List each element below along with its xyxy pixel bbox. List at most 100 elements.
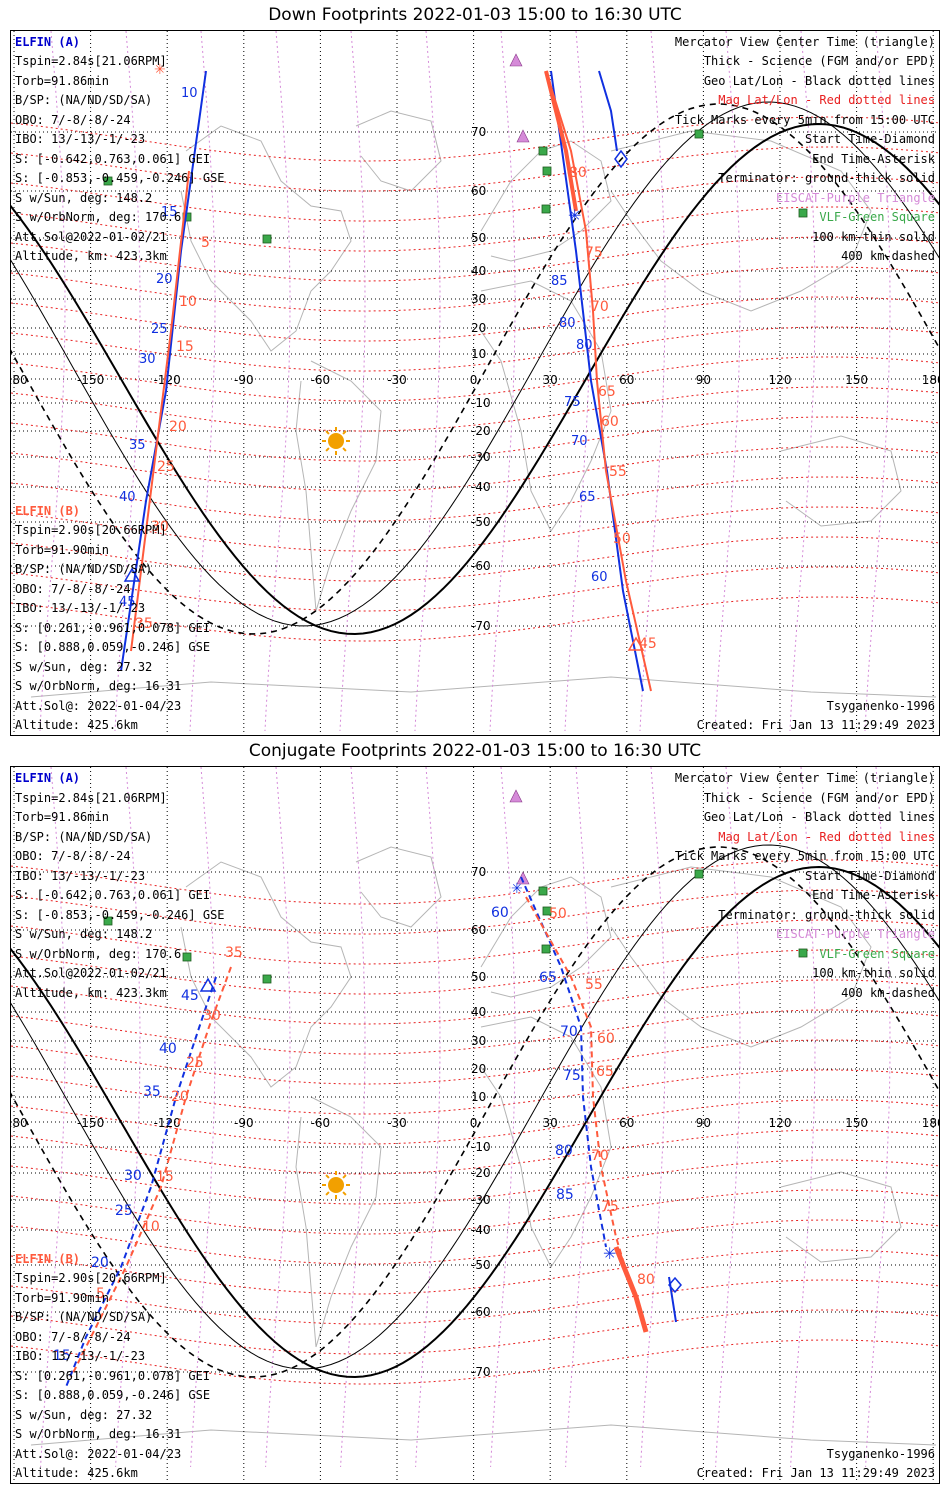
mag-meridian: [714, 31, 741, 732]
elfin-b-heading: ELFIN (B): [15, 504, 81, 518]
mag-meridian: [264, 31, 291, 732]
vlf-square: [262, 974, 272, 984]
mag-parallel: [11, 566, 939, 612]
elfin-a-tick-label: 45: [119, 595, 136, 610]
mag-meridian: [489, 31, 516, 732]
sun-ray: [342, 447, 347, 452]
elfin-a-track-west: [120, 70, 207, 672]
elfin-a-tick-label: 85: [556, 1187, 574, 1203]
mag-parallel: [11, 1279, 939, 1325]
mag-parallel: [11, 1069, 939, 1115]
mag-parallel: [11, 1159, 939, 1205]
elfin-a-tick-label: 25: [115, 1203, 133, 1219]
lon-tick-label: 180: [922, 1116, 940, 1130]
elfin-b-tick-label: 35: [225, 945, 243, 961]
elfin-b-tick-label: 70: [591, 299, 609, 315]
vlf-square: [541, 944, 551, 954]
lon-tick-label: 0: [470, 1116, 478, 1130]
vlf-square: [182, 952, 192, 962]
elfin-b-tick-label: 75: [601, 1199, 619, 1215]
elfin-a-tick-label: 30: [124, 1168, 142, 1184]
elfin-a-tick-label: 70: [560, 1024, 578, 1040]
elfin-a-tick-label: 65: [579, 490, 596, 505]
terminator-400km: [11, 103, 939, 635]
elfin-b-tick-label: 20: [169, 419, 187, 435]
elfin-a-line: Att.Sol@2022-01-02/21: [15, 966, 167, 980]
elfin-a-tick-label: 35: [129, 438, 146, 453]
start-diamond: [668, 1276, 682, 1294]
lat-tick-label: 40: [471, 1005, 486, 1019]
elfin-a-tick-label: 85: [551, 274, 568, 289]
coastline: [30, 676, 937, 698]
panel-title-down: Down Footprints 2022-01-03 15:00 to 16:3…: [268, 5, 682, 25]
mag-parallel: [11, 386, 939, 432]
vlf-square: [798, 948, 808, 958]
lat-tick-label: 20: [471, 321, 486, 335]
elfin-a-start-segment: [598, 70, 618, 152]
mag-parallel: [11, 176, 939, 222]
lat-tick-label: -60: [471, 1305, 491, 1319]
elfin-a-tick-label: 80: [559, 316, 576, 331]
lon-tick-label: -60: [311, 373, 331, 387]
elfin-a-track-east: [520, 876, 607, 1248]
elfin-b-tick-label: 55: [585, 977, 603, 993]
mag-meridian: [414, 31, 441, 732]
sun-ray: [342, 1191, 347, 1196]
center-time-triangle: [199, 977, 217, 992]
elfin-b-tick-label: 45: [639, 636, 657, 652]
legend-item: End Time-Asterisk: [812, 152, 935, 166]
lat-tick-label: 50: [471, 970, 486, 984]
legend-item: 100 km-thin solid: [812, 230, 935, 244]
elfin-b-line: OBO: 7/-8/-8/-24: [15, 582, 131, 596]
lon-tick-label: -180: [11, 373, 28, 387]
sun-ray: [342, 1174, 347, 1179]
elfin-b-line: S: [0.888,0.059,-0.246] GSE: [15, 1388, 211, 1402]
lat-tick-label: 60: [471, 923, 486, 937]
lon-tick-label: 30: [543, 373, 558, 387]
legend-item: Mag Lat/Lon - Red dotted lines: [718, 93, 935, 107]
vlf-square: [103, 916, 113, 926]
elfin-b-tick-label: 25: [157, 459, 175, 475]
legend-item: 400 km-dashed: [841, 986, 935, 1000]
elfin-b-tick-label: 5: [96, 1286, 105, 1302]
lon-tick-label: 60: [619, 1116, 634, 1130]
mag-parallel: [11, 146, 939, 192]
lat-tick-label: -40: [471, 480, 491, 494]
center-time-triangle: [123, 567, 141, 582]
lat-tick-label: 70: [471, 865, 486, 879]
elfin-a-tick-label: 20: [156, 272, 173, 287]
mag-parallel: [11, 979, 939, 1025]
elfin-b-track-west: [130, 170, 190, 652]
elfin-a-tick-label: 15: [53, 1348, 71, 1364]
lat-tick-label: 30: [471, 292, 486, 306]
elfin-b-tick-label: 50: [613, 531, 631, 547]
mag-parallel: [11, 1339, 939, 1385]
legend-item: EISCAT-Purple Triangle: [776, 927, 935, 941]
elfin-b-line: Altitude: 425.6km: [15, 718, 138, 732]
coastline: [480, 876, 612, 998]
lat-tick-label: -50: [471, 1258, 491, 1272]
legend-item: Mercator View Center Time (triangle): [674, 35, 935, 49]
elfin-b-line: S w/Sun, deg: 27.32: [15, 1408, 153, 1422]
elfin-b-line: S w/OrbNorm, deg: 16.31: [15, 679, 182, 693]
elfin-a-line: S w/Sun, deg: 148.2: [15, 927, 153, 941]
elfin-b-tick-label: 65: [596, 1064, 614, 1080]
elfin-a-tick-label: 40: [119, 490, 136, 505]
terminator-ground: [11, 123, 939, 635]
elfin-b-line: S w/OrbNorm, deg: 16.31: [15, 1427, 182, 1441]
coastline: [355, 110, 442, 192]
mag-parallel: [11, 506, 939, 552]
elfin-b-science-segment: [613, 1246, 649, 1333]
legend-item: VLF-Green Square: [819, 947, 935, 961]
elfin-a-tick-label: 60: [591, 570, 608, 585]
legend-item: Thick - Science (FGM and/or EPD): [703, 791, 935, 805]
elfin-b-tick-label: 55: [609, 464, 627, 480]
lat-tick-label: -70: [471, 1365, 491, 1379]
sun-icon: [328, 1177, 344, 1193]
mag-meridian: [115, 767, 141, 1468]
elfin-a-tick-label: 75: [563, 1068, 581, 1084]
vlf-square: [542, 166, 552, 176]
sun-ray: [325, 430, 330, 435]
elfin-b-line: Att.Sol@: 2022-01-04/23: [15, 1447, 182, 1461]
elfin-a-line: OBO: 7/-8/-8/-24: [15, 113, 131, 127]
